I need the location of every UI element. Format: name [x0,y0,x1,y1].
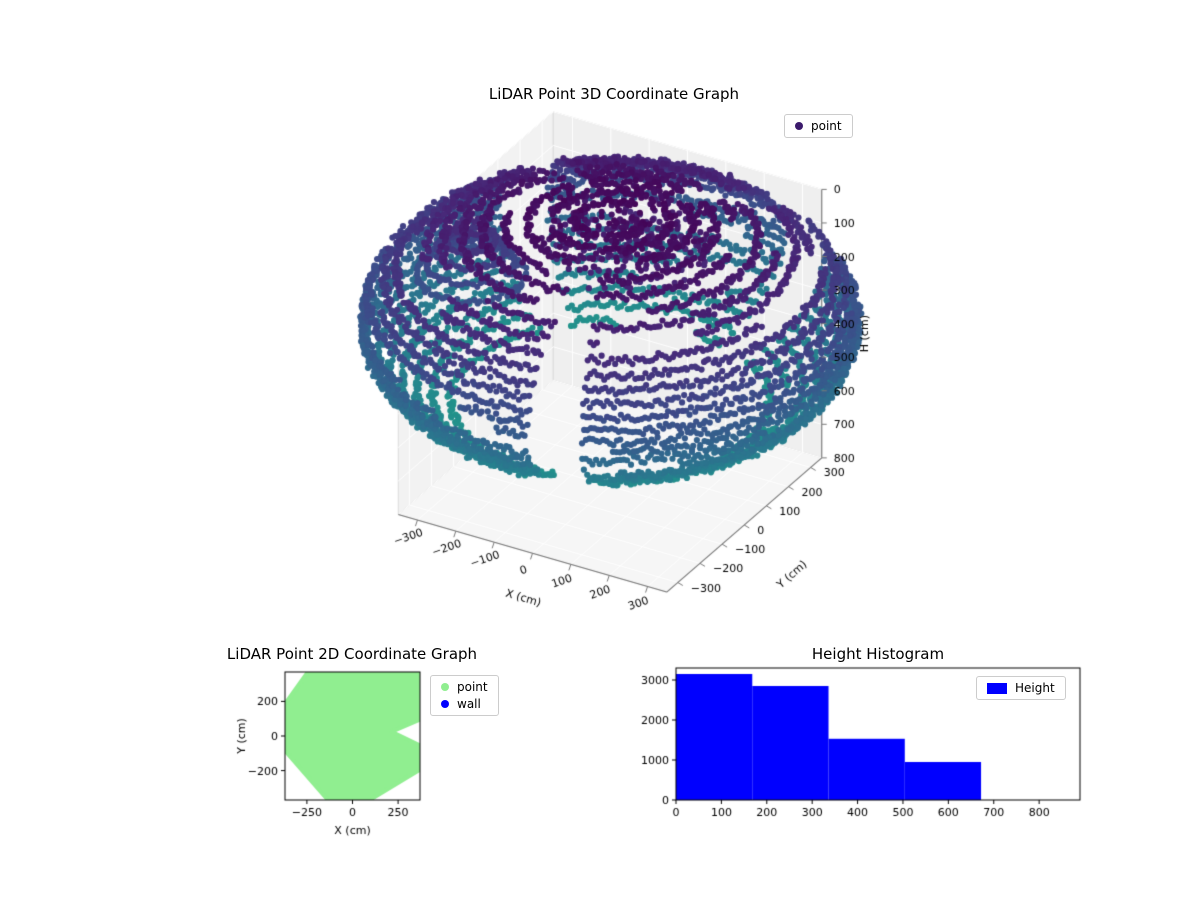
legend-label: point [811,119,842,133]
wall-marker-icon [441,700,449,708]
height-marker-icon [987,682,1007,694]
histogram-title: Height Histogram [811,645,945,663]
legend-item-height: Height [987,681,1055,695]
plot3d-title: LiDAR Point 3D Coordinate Graph [488,85,740,103]
plot2d-title: LiDAR Point 2D Coordinate Graph [226,645,478,663]
legend-item-point: point [795,119,842,133]
legend-label: point [457,680,488,694]
plot2d-legend: point wall [430,675,499,716]
legend-label: Height [1015,681,1055,695]
legend-item-wall: wall [441,697,488,711]
legend-label: wall [457,697,481,711]
point-marker-icon [795,122,803,130]
legend-item-point: point [441,680,488,694]
plot3d-legend: point [784,114,853,138]
histogram-legend: Height [976,676,1066,700]
point-marker-icon [441,683,449,691]
